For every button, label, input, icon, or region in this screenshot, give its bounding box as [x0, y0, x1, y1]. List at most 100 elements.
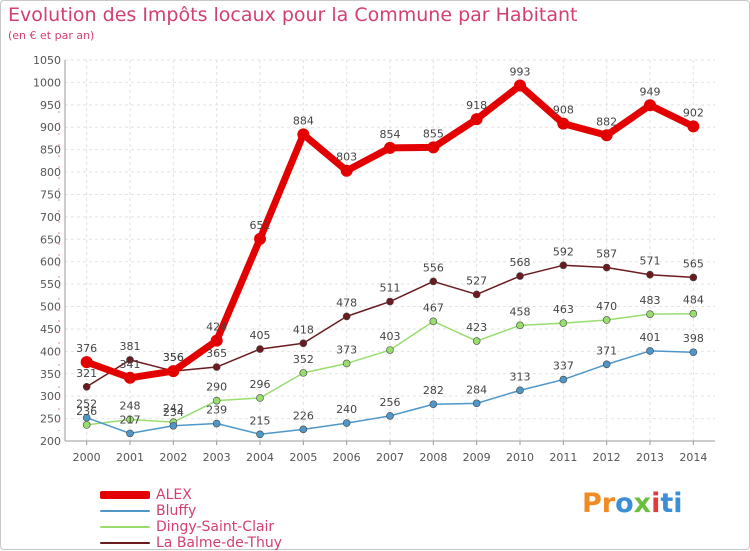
data-label-alex: 908 — [553, 104, 574, 117]
data-label-bluffy: 240 — [336, 403, 357, 416]
data-label-balme: 511 — [380, 282, 401, 295]
data-point-bluffy — [212, 419, 221, 428]
data-label-bluffy: 217 — [120, 413, 141, 426]
x-tick-label: 2003 — [203, 451, 231, 464]
data-point-dingy — [342, 359, 351, 368]
data-point-dingy — [559, 319, 568, 327]
data-point-balme — [472, 290, 481, 299]
chart-legend: ALEX Bluffy Dingy-Saint-Clair La Balme-d… — [100, 487, 282, 551]
legend-swatch-balme — [100, 542, 150, 544]
x-tick-label: 2005 — [289, 451, 317, 464]
legend-swatch-alex — [100, 491, 150, 499]
data-point-alex — [470, 113, 483, 126]
data-label-bluffy: 313 — [510, 370, 531, 383]
data-label-balme: 478 — [336, 296, 357, 309]
legend-label-balme: La Balme-de-Thuy — [156, 535, 283, 551]
data-point-balme — [602, 263, 611, 272]
data-point-alex — [687, 120, 700, 133]
data-label-alex: 803 — [336, 151, 357, 164]
data-label-dingy: 483 — [640, 294, 661, 307]
data-point-dingy — [82, 421, 91, 429]
y-tick-label: 850 — [40, 144, 61, 157]
data-label-alex: 424 — [206, 321, 227, 334]
data-label-bluffy: 234 — [163, 406, 184, 419]
x-tick-label: 2004 — [246, 451, 274, 464]
proxiti-logo: Proxiti — [582, 488, 683, 519]
y-tick-label: 550 — [40, 278, 61, 291]
data-point-balme — [256, 345, 264, 353]
data-point-bluffy — [126, 429, 134, 438]
data-label-dingy: 467 — [423, 301, 444, 314]
data-point-bluffy — [646, 347, 654, 355]
data-label-alex: 902 — [683, 106, 704, 119]
data-label-bluffy: 239 — [206, 404, 227, 417]
data-label-dingy: 403 — [380, 330, 401, 343]
y-tick-label: 1000 — [33, 76, 61, 89]
data-label-dingy: 236 — [76, 405, 97, 418]
data-point-bluffy — [516, 386, 524, 395]
data-point-alex — [514, 79, 526, 92]
data-label-alex: 884 — [293, 114, 314, 127]
data-point-dingy — [602, 316, 611, 324]
data-label-balme: 571 — [640, 255, 661, 268]
data-label-bluffy: 337 — [553, 360, 574, 373]
data-label-balme: 527 — [466, 274, 487, 287]
data-label-bluffy: 398 — [683, 332, 704, 345]
data-point-dingy — [126, 415, 134, 424]
data-label-balme: 365 — [206, 347, 227, 360]
data-point-bluffy — [386, 412, 394, 420]
data-point-dingy — [516, 321, 524, 330]
x-tick-label: 2014 — [679, 451, 707, 464]
data-point-balme — [646, 270, 654, 279]
y-tick-label: 200 — [40, 435, 61, 448]
data-point-balme — [299, 339, 308, 348]
data-point-bluffy — [342, 419, 351, 427]
y-tick-label: 900 — [40, 121, 61, 134]
data-point-dingy — [386, 346, 394, 354]
y-tick-label: 450 — [40, 323, 61, 336]
data-point-balme — [386, 297, 394, 306]
x-tick-label: 2013 — [636, 451, 664, 464]
y-tick-label: 250 — [40, 413, 61, 426]
chart-subtitle: (en € et par an) — [8, 29, 95, 42]
data-point-alex — [384, 141, 396, 154]
data-point-bluffy — [429, 400, 438, 409]
x-tick-label: 2002 — [159, 451, 187, 464]
data-point-alex — [297, 128, 310, 141]
y-tick-label: 650 — [40, 233, 61, 246]
data-label-balme: 405 — [250, 329, 271, 342]
data-point-dingy — [429, 317, 438, 326]
legend-label-bluffy: Bluffy — [156, 503, 197, 519]
legend-item-bluffy: Bluffy — [100, 503, 282, 519]
data-label-alex: 993 — [510, 66, 531, 79]
data-point-alex — [644, 99, 656, 112]
data-point-balme — [82, 382, 91, 391]
data-label-dingy: 463 — [553, 303, 574, 316]
data-point-bluffy — [169, 421, 178, 430]
legend-item-balme: La Balme-de-Thuy — [100, 535, 282, 551]
data-label-dingy: 352 — [293, 353, 314, 366]
data-point-bluffy — [472, 399, 481, 408]
data-label-dingy: 242 — [163, 402, 184, 415]
data-label-balme: 568 — [510, 256, 531, 269]
data-point-balme — [429, 277, 438, 286]
data-point-balme — [516, 272, 524, 280]
data-point-alex — [124, 371, 136, 384]
data-point-dingy — [212, 396, 221, 405]
chart-title: Evolution des Impôts locaux pour la Comm… — [8, 4, 578, 26]
y-tick-label: 400 — [40, 345, 61, 358]
data-label-balme: 321 — [76, 367, 97, 380]
x-tick-label: 2001 — [116, 451, 144, 464]
data-point-alex — [557, 117, 570, 130]
data-label-alex: 356 — [163, 351, 184, 364]
data-point-bluffy — [689, 348, 698, 357]
data-point-alex — [427, 141, 440, 154]
x-tick-label: 2010 — [506, 451, 534, 464]
data-point-alex — [600, 129, 613, 142]
data-label-alex: 949 — [640, 85, 661, 98]
data-point-balme — [689, 273, 698, 282]
legend-label-alex: ALEX — [156, 487, 192, 503]
data-point-bluffy — [299, 425, 308, 434]
x-tick-label: 2007 — [376, 451, 404, 464]
